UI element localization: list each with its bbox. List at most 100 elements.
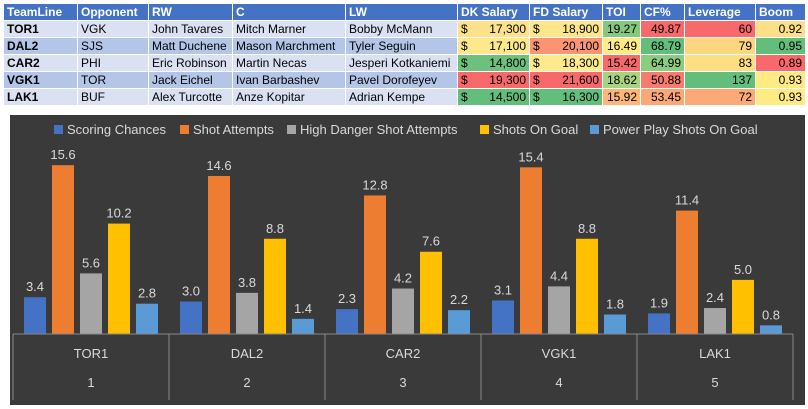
header-c[interactable]: C [232, 3, 346, 21]
cell-opponent[interactable]: VGK [77, 20, 149, 38]
bar[interactable] [576, 238, 598, 334]
bar[interactable] [760, 325, 782, 334]
legend-swatch [480, 125, 489, 134]
bar[interactable] [648, 313, 670, 334]
header-lw[interactable]: LW [345, 3, 458, 21]
header-opponent[interactable]: Opponent [77, 3, 149, 21]
legend-item[interactable]: Power Play Shots On Goal [590, 122, 758, 137]
cell-fd-salary[interactable]: $18,300 [529, 54, 603, 72]
cell-boom[interactable]: 0.93 [755, 88, 806, 106]
legend-item[interactable]: High Danger Shot Attempts [287, 122, 458, 137]
header-rw[interactable]: RW [148, 3, 233, 21]
bar[interactable] [108, 223, 130, 334]
cell-fd-salary[interactable]: $21,600 [529, 71, 603, 89]
cell-fd-salary[interactable]: $16,300 [529, 88, 603, 106]
bar[interactable] [136, 303, 158, 334]
header-fd-salary[interactable]: FD Salary [529, 3, 603, 21]
cell-toi[interactable]: 18.62 [602, 71, 641, 89]
cell-cf[interactable]: 64.99 [640, 54, 685, 72]
bar[interactable] [732, 279, 754, 334]
cell-cf[interactable]: 49.87 [640, 20, 685, 38]
cell-c[interactable]: Martin Necas [232, 54, 346, 72]
cell-teamline[interactable]: DAL2 [3, 37, 78, 55]
cell-fd-salary[interactable]: $18,900 [529, 20, 603, 38]
cell-boom[interactable]: 0.93 [755, 71, 806, 89]
bar[interactable] [604, 314, 626, 334]
bar[interactable] [364, 195, 386, 334]
cell-boom[interactable]: 0.92 [755, 20, 806, 38]
salary-value: 14,800 [489, 56, 526, 70]
header-boom[interactable]: Boom [755, 3, 806, 21]
cell-cf[interactable]: 53.45 [640, 88, 685, 106]
cell-lw[interactable]: Adrian Kempe [345, 88, 458, 106]
bar[interactable] [704, 308, 726, 334]
cell-c[interactable]: Ivan Barbashev [232, 71, 346, 89]
cell-c[interactable]: Anze Kopitar [232, 88, 346, 106]
cell-leverage[interactable]: 72 [684, 88, 756, 106]
cell-leverage[interactable]: 137 [684, 71, 756, 89]
cell-dk-salary[interactable]: $19,300 [457, 71, 530, 89]
cell-boom[interactable]: 0.89 [755, 54, 806, 72]
cell-lw[interactable]: Bobby McMann [345, 20, 458, 38]
header-toi[interactable]: TOI [602, 3, 641, 21]
cell-lw[interactable]: Pavel Dorofeyev [345, 71, 458, 89]
cell-cf[interactable]: 50.88 [640, 71, 685, 89]
tick-label-rank: 1 [87, 375, 94, 390]
cell-leverage[interactable]: 79 [684, 37, 756, 55]
bar[interactable] [492, 300, 514, 334]
bar[interactable] [520, 167, 542, 334]
cell-rw[interactable]: Eric Robinson [148, 54, 233, 72]
header-cf[interactable]: CF% [640, 3, 685, 21]
cell-toi[interactable]: 15.42 [602, 54, 641, 72]
cell-leverage[interactable]: 60 [684, 20, 756, 38]
bar[interactable] [676, 210, 698, 334]
cell-cf[interactable]: 68.79 [640, 37, 685, 55]
legend-item[interactable]: Shots On Goal [480, 122, 578, 137]
bar[interactable] [448, 310, 470, 334]
cell-c[interactable]: Mitch Marner [232, 20, 346, 38]
cell-boom[interactable]: 0.95 [755, 37, 806, 55]
cell-c[interactable]: Mason Marchment [232, 37, 346, 55]
currency-symbol: $ [533, 73, 540, 87]
cell-rw[interactable]: John Tavares [148, 20, 233, 38]
bar[interactable] [420, 251, 442, 334]
bar[interactable] [52, 165, 74, 334]
cell-dk-salary[interactable]: $14,500 [457, 88, 530, 106]
cell-lw[interactable]: Tyler Seguin [345, 37, 458, 55]
bar[interactable] [208, 175, 230, 334]
cell-toi[interactable]: 16.49 [602, 37, 641, 55]
bar[interactable] [264, 238, 286, 334]
header-dk-salary[interactable]: DK Salary [457, 3, 530, 21]
cell-dk-salary[interactable]: $17,300 [457, 20, 530, 38]
cell-dk-salary[interactable]: $14,800 [457, 54, 530, 72]
header-leverage[interactable]: Leverage [684, 3, 756, 21]
cell-rw[interactable]: Jack Eichel [148, 71, 233, 89]
cell-dk-salary[interactable]: $17,100 [457, 37, 530, 55]
cell-toi[interactable]: 15.92 [602, 88, 641, 106]
bar[interactable] [236, 292, 258, 334]
cell-leverage[interactable]: 83 [684, 54, 756, 72]
bar[interactable] [392, 288, 414, 334]
bar[interactable] [292, 318, 314, 334]
bar[interactable] [336, 309, 358, 334]
bar[interactable] [24, 297, 46, 334]
cell-teamline[interactable]: CAR2 [3, 54, 78, 72]
cell-opponent[interactable]: PHI [77, 54, 149, 72]
bar[interactable] [180, 301, 202, 334]
cell-lw[interactable]: Jesperi Kotkaniemi [345, 54, 458, 72]
cell-teamline[interactable]: LAK1 [3, 88, 78, 106]
legend-item[interactable]: Shot Attempts [180, 122, 274, 137]
cell-teamline[interactable]: TOR1 [3, 20, 78, 38]
cell-rw[interactable]: Matt Duchene [148, 37, 233, 55]
header-teamline[interactable]: TeamLine [3, 3, 78, 21]
cell-teamline[interactable]: VGK1 [3, 71, 78, 89]
cell-opponent[interactable]: BUF [77, 88, 149, 106]
cell-toi[interactable]: 19.27 [602, 20, 641, 38]
cell-rw[interactable]: Alex Turcotte [148, 88, 233, 106]
cell-opponent[interactable]: TOR [77, 71, 149, 89]
legend-item[interactable]: Scoring Chances [54, 122, 166, 137]
cell-fd-salary[interactable]: $20,100 [529, 37, 603, 55]
cell-opponent[interactable]: SJS [77, 37, 149, 55]
bar[interactable] [548, 286, 570, 334]
bar[interactable] [80, 273, 102, 334]
